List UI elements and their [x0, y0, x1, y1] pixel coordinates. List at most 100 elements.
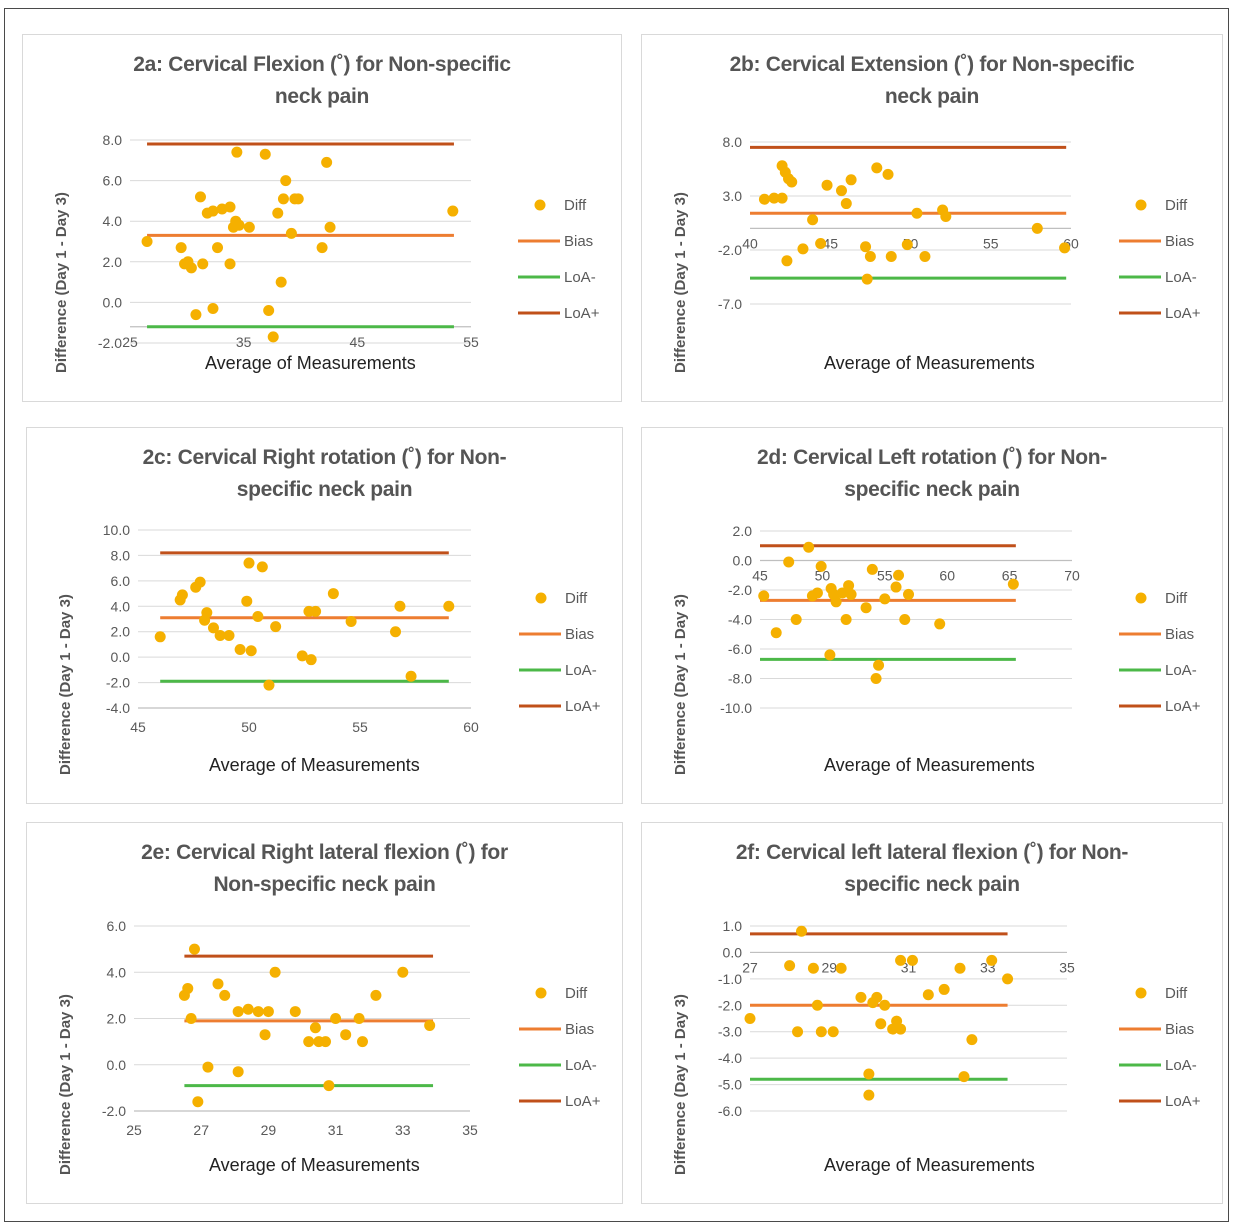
diff-point: [758, 193, 770, 205]
diff-point: [815, 560, 827, 572]
diff-point: [781, 255, 793, 267]
diff-point: [776, 192, 788, 204]
diff-point: [870, 673, 882, 684]
chart-panel-2f: 2f: Cervical left lateral flexion (˚) fo…: [641, 822, 1223, 1204]
diff-point: [270, 621, 282, 633]
diff-point: [796, 925, 808, 937]
diff-point: [296, 650, 308, 662]
x-tick-label: 60: [463, 719, 479, 735]
diff-point: [783, 556, 795, 568]
diff-point: [233, 219, 245, 231]
diff-point: [232, 1066, 244, 1078]
diff-point: [190, 309, 202, 321]
diff-point: [954, 962, 966, 974]
chart-title: 2c: Cervical Right rotation (˚) for Non-…: [27, 442, 622, 506]
x-tick-label: 55: [877, 568, 893, 584]
legend-label: Diff: [565, 590, 588, 607]
diff-point: [405, 670, 417, 682]
diff-point: [176, 589, 188, 601]
diff-point: [345, 616, 357, 628]
chart-title-line: neck pain: [274, 85, 370, 108]
diff-point: [815, 238, 827, 250]
diff-point: [958, 1071, 970, 1083]
y-tick-label: -4.0: [106, 700, 130, 716]
diff-point: [807, 962, 819, 974]
x-tick-label: 31: [328, 1122, 344, 1138]
diff-point: [207, 205, 219, 217]
legend-label: Diff: [1165, 590, 1188, 607]
chart-title-line: 2e: Cervical Right lateral flexion (˚) f…: [141, 841, 508, 864]
diff-point: [792, 1026, 804, 1038]
y-tick-label: -7.0: [718, 296, 742, 312]
legend-label: LoA+: [1165, 1093, 1201, 1110]
diff-point: [390, 626, 402, 638]
x-tick-label: 27: [742, 959, 758, 975]
diff-point: [223, 630, 235, 642]
diff-point: [316, 242, 328, 254]
legend-label: Bias: [1165, 626, 1194, 643]
legend-label: Bias: [564, 233, 593, 250]
x-tick-label: 55: [983, 235, 999, 251]
diff-point: [214, 630, 226, 642]
diff-point: [895, 954, 907, 966]
diff-point: [855, 991, 867, 1003]
diff-point: [356, 1036, 368, 1048]
chart-title-line: 2c: Cervical Right rotation (˚) for Non-: [142, 446, 507, 469]
y-tick-label: -6.0: [718, 1103, 742, 1119]
y-tick-label: -5.0: [718, 1077, 742, 1093]
diff-point: [192, 1096, 204, 1108]
chart-svg: -2.0 0.0 2.0 4.0 6.0 25 27 29 31 33 35 Diff Bias LoA-…: [102, 918, 601, 1138]
diff-point: [797, 243, 809, 255]
legend-label: LoA-: [1165, 269, 1197, 286]
legend-label: LoA-: [564, 269, 596, 286]
chart-title-line: neck pain: [884, 85, 980, 108]
y-tick-label: 0.0: [103, 294, 123, 310]
diff-point: [770, 627, 782, 639]
diff-point: [919, 250, 931, 262]
legend-label: LoA+: [564, 305, 600, 322]
chart-title-line: specific neck pain: [844, 873, 1020, 896]
diff-point: [310, 605, 322, 617]
y-tick-label: 4.0: [103, 213, 123, 229]
diff-point: [224, 201, 236, 213]
diff-point: [231, 146, 243, 158]
diff-point: [1031, 222, 1043, 234]
x-tick-label: 55: [352, 719, 368, 735]
diff-point: [906, 954, 918, 966]
y-tick-label: -2.0: [718, 997, 742, 1013]
legend-diff-marker: [535, 592, 547, 604]
y-axis-title: Difference (Day 1 - Day 3): [53, 192, 70, 373]
legend-label: LoA-: [1165, 1057, 1197, 1074]
diff-point: [275, 276, 287, 288]
diff-point: [845, 588, 857, 600]
x-tick-label: 60: [939, 568, 955, 584]
diff-point: [194, 576, 206, 588]
chart-title-line: 2d: Cervical Left rotation (˚) for Non-: [757, 446, 1107, 469]
diff-point: [861, 273, 873, 285]
x-tick-label: 40: [742, 235, 758, 251]
y-tick-label: 4.0: [107, 964, 127, 980]
diff-point: [758, 590, 770, 602]
chart-title-line: specific neck pain: [236, 478, 413, 501]
diff-point: [182, 982, 194, 994]
legend-diff-marker: [534, 199, 546, 211]
diff-point: [934, 618, 946, 630]
x-tick-label: 25: [122, 334, 138, 350]
diff-point: [784, 960, 796, 972]
diff-point: [864, 250, 876, 262]
y-tick-label: 6.0: [111, 573, 131, 589]
y-tick-label: 3.0: [723, 188, 743, 204]
diff-point: [811, 587, 823, 599]
diff-point: [443, 600, 455, 612]
diff-point: [194, 191, 206, 203]
legend-label: LoA+: [1165, 698, 1201, 715]
diff-point: [811, 999, 823, 1011]
diff-point: [280, 175, 292, 187]
diff-point: [840, 614, 852, 625]
diff-point: [323, 1080, 335, 1092]
diff-point: [744, 1013, 756, 1024]
diff-point: [224, 258, 236, 270]
diff-point: [267, 331, 279, 343]
x-tick-label: 29: [261, 1122, 277, 1138]
diff-point: [882, 168, 894, 180]
